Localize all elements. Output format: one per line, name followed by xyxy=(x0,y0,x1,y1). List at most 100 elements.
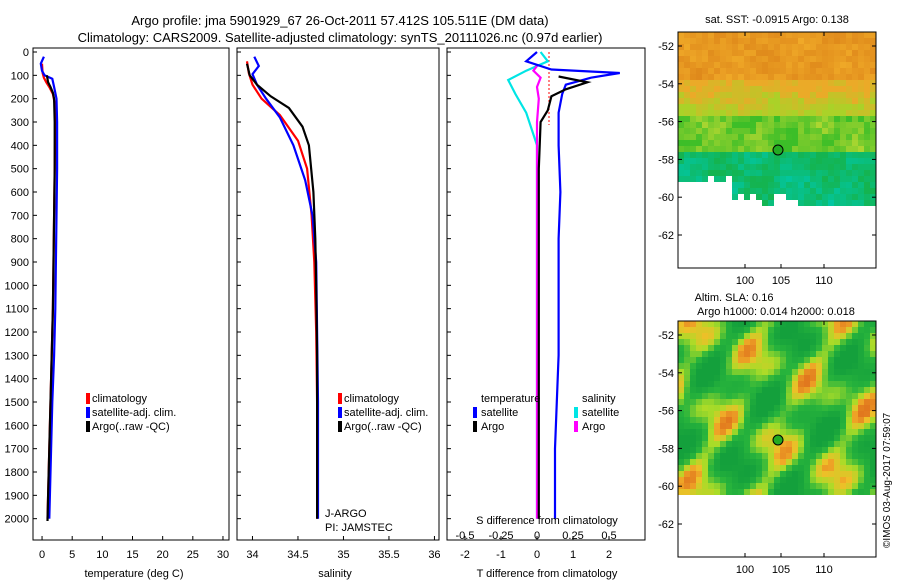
heatmap-cell xyxy=(822,369,828,375)
heatmap-cell xyxy=(858,134,864,140)
heatmap-cell xyxy=(750,339,756,345)
heatmap-cell xyxy=(864,98,870,104)
heatmap-cell xyxy=(756,32,762,38)
heatmap-cell xyxy=(684,116,690,122)
heatmap-cell xyxy=(804,471,810,477)
heatmap-cell xyxy=(678,92,684,98)
heatmap-cell xyxy=(714,62,720,68)
heatmap-cell xyxy=(702,483,708,489)
heatmap-cell xyxy=(744,128,750,134)
heatmap-cell xyxy=(810,158,816,164)
heatmap-cell xyxy=(696,447,702,453)
heatmap-cell xyxy=(774,128,780,134)
heatmap-cell xyxy=(864,351,870,357)
heatmap-cell xyxy=(840,152,846,158)
heatmap-cell xyxy=(696,321,702,327)
heatmap-cell xyxy=(852,122,858,128)
heatmap-cell xyxy=(870,357,876,363)
heatmap-cell xyxy=(744,140,750,146)
heatmap-cell xyxy=(678,477,684,483)
heatmap-cell xyxy=(864,489,870,495)
heatmap-cell xyxy=(870,68,876,74)
heatmap-cell xyxy=(684,122,690,128)
heatmap-cell xyxy=(834,200,840,206)
heatmap-cell xyxy=(840,483,846,489)
heatmap-cell xyxy=(750,369,756,375)
heatmap-cell xyxy=(822,44,828,50)
heatmap-cell xyxy=(768,32,774,38)
heatmap-cell xyxy=(714,327,720,333)
heatmap-cell xyxy=(834,369,840,375)
heatmap-cell xyxy=(714,44,720,50)
heatmap-cell xyxy=(828,104,834,110)
heatmap-cell xyxy=(828,188,834,194)
heatmap-cell xyxy=(798,176,804,182)
heatmap-cell xyxy=(690,423,696,429)
heatmap-cell xyxy=(864,134,870,140)
heatmap-cell xyxy=(858,44,864,50)
heatmap-cell xyxy=(690,98,696,104)
argo-location-marker xyxy=(772,434,784,446)
heatmap-cell xyxy=(750,80,756,86)
heatmap-cell xyxy=(840,116,846,122)
heatmap-cell xyxy=(702,170,708,176)
heatmap-cell xyxy=(828,435,834,441)
heatmap-cell xyxy=(750,459,756,465)
heatmap-cell xyxy=(762,321,768,327)
heatmap-cell xyxy=(696,92,702,98)
heatmap-cell xyxy=(708,333,714,339)
heatmap-cell xyxy=(714,122,720,128)
heatmap-cell xyxy=(828,50,834,56)
heatmap-cell xyxy=(720,50,726,56)
heatmap-cell xyxy=(750,152,756,158)
heatmap-cell xyxy=(756,489,762,495)
heatmap-cell xyxy=(756,321,762,327)
heatmap-cell xyxy=(858,399,864,405)
heatmap-cell xyxy=(828,92,834,98)
heatmap-cell xyxy=(780,405,786,411)
heatmap-cell xyxy=(864,170,870,176)
heatmap-cell xyxy=(804,152,810,158)
heatmap-cell xyxy=(732,477,738,483)
heatmap-cell xyxy=(696,68,702,74)
heatmap-cell xyxy=(774,116,780,122)
heatmap-cell xyxy=(840,80,846,86)
heatmap-cell xyxy=(738,56,744,62)
heatmap-cell xyxy=(714,134,720,140)
heatmap-cell xyxy=(702,393,708,399)
heatmap-cell xyxy=(864,74,870,80)
heatmap-cell xyxy=(804,483,810,489)
heatmap-cell xyxy=(816,50,822,56)
heatmap-cell xyxy=(702,56,708,62)
heatmap-cell xyxy=(732,86,738,92)
heatmap-cell xyxy=(834,152,840,158)
heatmap-cell xyxy=(858,146,864,152)
heatmap-cell xyxy=(846,489,852,495)
heatmap-cell xyxy=(774,375,780,381)
heatmap-cell xyxy=(798,92,804,98)
legend-swatch-argo xyxy=(86,421,90,432)
heatmap-cell xyxy=(762,429,768,435)
heatmap-cell xyxy=(762,80,768,86)
heatmap-cell xyxy=(738,345,744,351)
heatmap-cell xyxy=(786,32,792,38)
heatmap-cell xyxy=(762,471,768,477)
temperature-tick-label: 15 xyxy=(126,549,138,561)
heatmap-cell xyxy=(834,393,840,399)
heatmap-cell xyxy=(768,86,774,92)
heatmap-cell xyxy=(690,134,696,140)
heatmap-cell xyxy=(690,405,696,411)
heatmap-cell xyxy=(678,140,684,146)
heatmap-cell xyxy=(696,327,702,333)
heatmap-cell xyxy=(816,465,822,471)
heatmap-cell xyxy=(678,80,684,86)
s-difference-axis-label: S difference from climatology xyxy=(476,515,618,527)
heatmap-cell xyxy=(834,333,840,339)
heatmap-cell xyxy=(726,429,732,435)
heatmap-cell xyxy=(696,128,702,134)
heatmap-cell xyxy=(762,423,768,429)
heatmap-cell xyxy=(726,417,732,423)
heatmap-cell xyxy=(738,417,744,423)
heatmap-cell xyxy=(816,32,822,38)
heatmap-cell xyxy=(762,140,768,146)
